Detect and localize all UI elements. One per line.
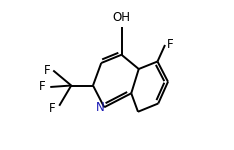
Text: F: F bbox=[49, 102, 55, 114]
Text: F: F bbox=[44, 64, 51, 77]
Text: N: N bbox=[95, 101, 104, 114]
Text: F: F bbox=[167, 39, 174, 51]
Text: OH: OH bbox=[113, 11, 131, 24]
Text: F: F bbox=[39, 81, 46, 93]
